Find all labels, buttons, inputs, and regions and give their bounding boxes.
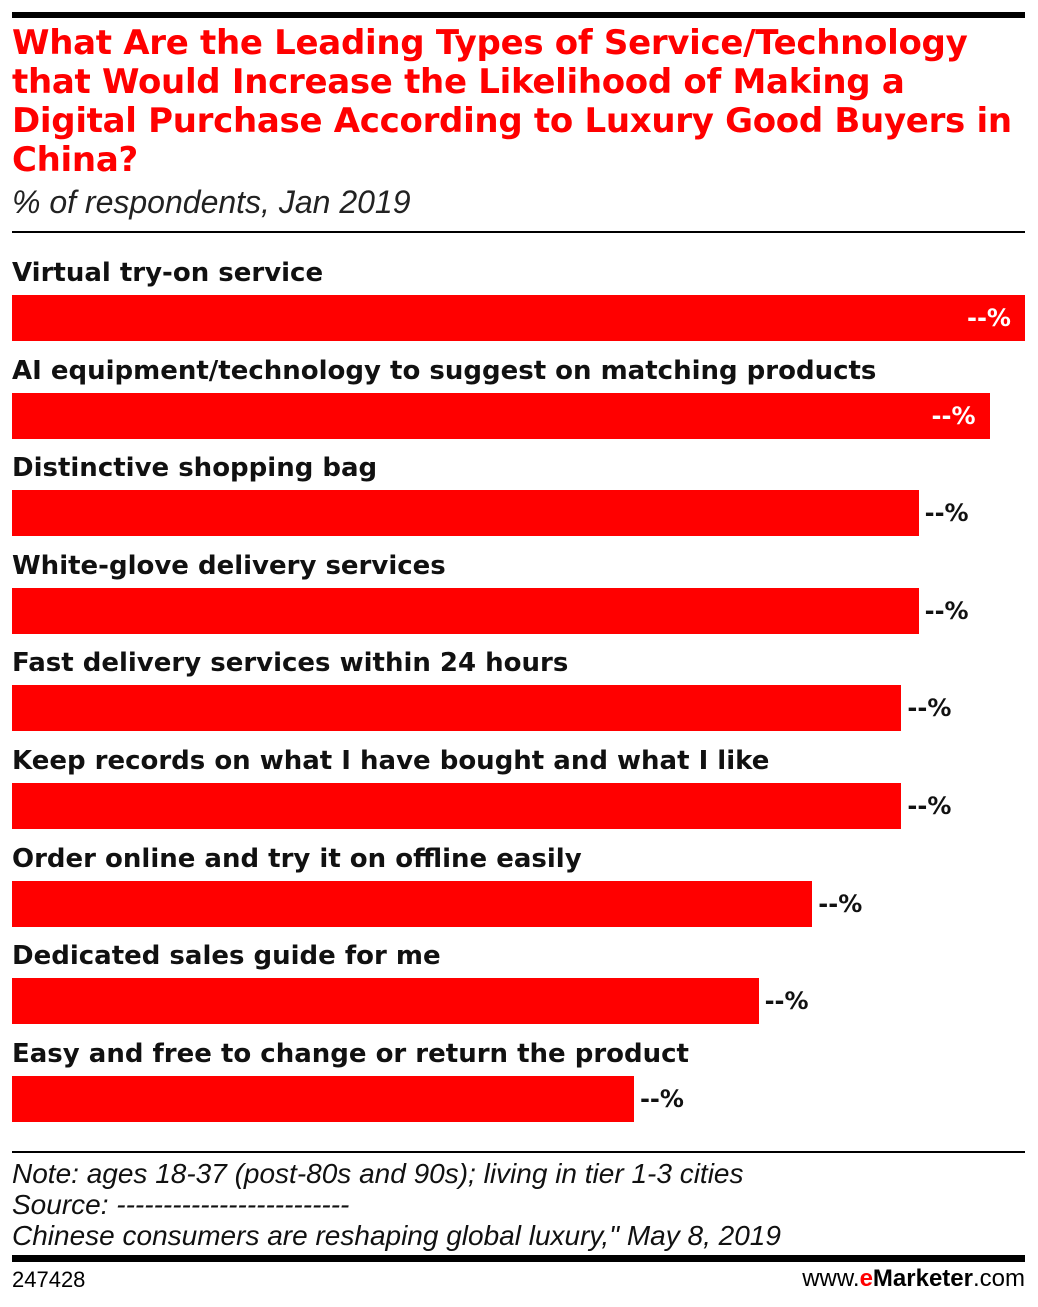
source-detail: Chinese consumers are reshaping global l…	[12, 1220, 781, 1251]
data-label: --%	[967, 304, 1011, 332]
category-label: Distinctive shopping bag	[12, 453, 378, 484]
category-label: Fast delivery services within 24 hours	[12, 648, 569, 679]
bar	[12, 392, 990, 439]
header-divider	[12, 231, 1025, 233]
data-label: --%	[931, 401, 976, 430]
bar	[12, 685, 902, 732]
note: Note: ages 18-37 (post-80s and 90s); liv…	[12, 1158, 744, 1189]
emarketer-logo[interactable]: www.eMarketer.com	[802, 1265, 1025, 1293]
data-label: --%	[639, 1084, 684, 1113]
source: Source: -------------------------	[12, 1189, 350, 1220]
data-label: --%	[907, 694, 952, 723]
category-label: Keep records on what I have bought and w…	[12, 746, 770, 776]
category-label: Dedicated sales guide for me	[12, 941, 441, 972]
top-rule	[12, 12, 1025, 18]
bar	[12, 1075, 634, 1122]
data-label: --%	[924, 596, 969, 625]
chart-title: What Are the Leading Types of Service/Te…	[12, 23, 1012, 180]
bar	[12, 490, 919, 537]
category-label: Easy and free to change or return the pr…	[12, 1038, 689, 1069]
brand-suffix: .com	[972, 1265, 1025, 1292]
category-label: Virtual try-on service	[12, 258, 324, 288]
footer-divider	[12, 1151, 1025, 1153]
bar	[12, 295, 1025, 341]
data-label: --%	[818, 889, 863, 918]
data-label: --%	[907, 792, 952, 820]
chart-id: 247428	[12, 1267, 86, 1292]
bar	[12, 783, 902, 829]
bar	[12, 587, 919, 634]
bar	[12, 978, 759, 1025]
category-label: AI equipment/technology to suggest on ma…	[12, 355, 877, 386]
brand-name: Marketer	[872, 1265, 973, 1292]
category-label: Order online and try it on offline easil…	[12, 843, 582, 874]
bar	[12, 880, 813, 927]
brand-e: e	[859, 1265, 873, 1292]
data-label: --%	[764, 987, 809, 1016]
data-label: --%	[924, 499, 969, 528]
bottom-rule	[12, 1255, 1025, 1262]
category-label: White-glove delivery services	[12, 550, 446, 581]
brand-prefix: www.	[802, 1265, 860, 1292]
chart-subtitle: % of respondents, Jan 2019	[12, 184, 411, 220]
